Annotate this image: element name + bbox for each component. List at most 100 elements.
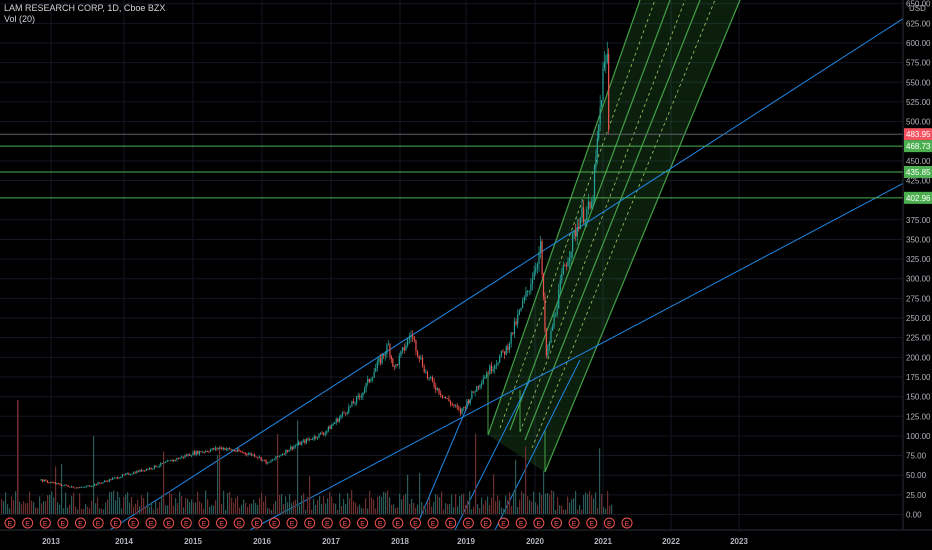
- channel-median-dashed-line[interactable]: [499, 0, 656, 429]
- candle-body: [263, 459, 266, 461]
- volume-bar: [291, 503, 293, 514]
- earnings-event-marker[interactable]: E: [251, 517, 263, 529]
- earnings-event-marker[interactable]: E: [498, 517, 510, 529]
- earnings-event-marker[interactable]: E: [568, 517, 580, 529]
- trend-line[interactable]: [109, 0, 932, 531]
- volume-bar: [69, 504, 71, 514]
- earnings-event-marker[interactable]: E: [304, 517, 316, 529]
- candle-body: [102, 482, 104, 484]
- earnings-event-marker[interactable]: E: [603, 517, 615, 529]
- volume-bar: [425, 508, 427, 514]
- earnings-event-marker[interactable]: E: [374, 517, 386, 529]
- earnings-event-marker[interactable]: E: [22, 517, 34, 529]
- candle-body: [250, 453, 253, 456]
- earnings-event-marker[interactable]: E: [586, 517, 598, 529]
- channel-line[interactable]: [524, 0, 701, 441]
- earnings-event-marker[interactable]: E: [110, 517, 122, 529]
- earnings-event-marker[interactable]: E: [339, 517, 351, 529]
- channel-median-dashed-line[interactable]: [531, 0, 716, 449]
- candle-body: [579, 217, 581, 229]
- volume-bar: [331, 496, 333, 514]
- y-tick-label: 125.00: [906, 412, 931, 421]
- earnings-event-marker[interactable]: E: [462, 517, 474, 529]
- earnings-event-circle: [39, 517, 51, 529]
- candle-body: [51, 482, 53, 483]
- volume-bar: [337, 509, 339, 514]
- earnings-event-marker[interactable]: E: [550, 517, 562, 529]
- earnings-event-marker[interactable]: E: [92, 517, 104, 529]
- price-badge[interactable]: [904, 191, 932, 204]
- earnings-event-marker[interactable]: E: [216, 517, 228, 529]
- volume-bar: [539, 492, 541, 514]
- candle-body: [446, 398, 448, 400]
- volume-bar: [161, 495, 163, 514]
- earnings-event-marker[interactable]: E: [198, 517, 210, 529]
- price-badge[interactable]: [904, 140, 932, 153]
- candle-body: [463, 407, 465, 409]
- channel-line[interactable]: [487, 0, 641, 436]
- volume-bar: [329, 492, 331, 514]
- volume-bar: [607, 491, 609, 514]
- candle-body: [310, 439, 312, 440]
- earnings-event-marker[interactable]: E: [533, 517, 545, 529]
- volume-bar: [1, 498, 3, 514]
- earnings-event-marker[interactable]: E: [4, 517, 16, 529]
- candle-body: [337, 418, 339, 422]
- earnings-event-marker[interactable]: E: [409, 517, 421, 529]
- earnings-event-letter: E: [537, 521, 542, 528]
- price-badge-label: 483.95: [906, 130, 931, 139]
- time-axis[interactable]: [0, 530, 932, 550]
- earnings-event-marker[interactable]: E: [621, 517, 633, 529]
- volume-bar: [429, 497, 431, 514]
- earnings-event-circle: [515, 517, 527, 529]
- candle-body: [348, 406, 350, 413]
- volume-bar: [495, 501, 497, 514]
- earnings-event-letter: E: [413, 521, 418, 528]
- volume-bar: [285, 496, 287, 514]
- earnings-event-marker[interactable]: E: [163, 517, 175, 529]
- price-badge[interactable]: [904, 128, 932, 141]
- candle-body: [65, 484, 68, 486]
- earnings-event-marker[interactable]: E: [427, 517, 439, 529]
- volume-bar: [387, 490, 389, 514]
- trend-line[interactable]: [249, 167, 932, 531]
- candle-body: [363, 389, 366, 393]
- earnings-event-marker[interactable]: E: [75, 517, 87, 529]
- earnings-event-marker[interactable]: E: [145, 517, 157, 529]
- earnings-event-marker[interactable]: E: [268, 517, 280, 529]
- earnings-event-marker[interactable]: E: [233, 517, 245, 529]
- earnings-event-circle: [198, 517, 210, 529]
- volume-bar: [327, 498, 329, 514]
- channel-line[interactable]: [544, 0, 741, 473]
- channel-median-dashed-line[interactable]: [519, 0, 686, 433]
- price-badge[interactable]: [904, 165, 932, 178]
- earnings-event-marker[interactable]: E: [515, 517, 527, 529]
- earnings-event-marker[interactable]: E: [392, 517, 404, 529]
- candle-body: [288, 449, 290, 452]
- channel-line[interactable]: [509, 0, 671, 431]
- volume-bar: [115, 500, 117, 514]
- candle-body: [136, 471, 138, 474]
- candle-body: [536, 264, 539, 269]
- volume-bar: [521, 491, 523, 514]
- volume-bar: [509, 492, 511, 514]
- candle-body: [46, 480, 48, 483]
- volume-bar: [511, 506, 513, 514]
- earnings-event-marker[interactable]: E: [180, 517, 192, 529]
- earnings-event-marker[interactable]: E: [127, 517, 139, 529]
- earnings-event-marker[interactable]: E: [39, 517, 51, 529]
- earnings-event-marker[interactable]: E: [357, 517, 369, 529]
- volume-bar: [557, 497, 559, 514]
- earnings-event-marker[interactable]: E: [286, 517, 298, 529]
- earnings-event-marker[interactable]: E: [480, 517, 492, 529]
- earnings-event-marker[interactable]: E: [321, 517, 333, 529]
- candle-body: [152, 468, 154, 470]
- candle-body: [153, 465, 155, 469]
- price-scale[interactable]: [903, 0, 932, 530]
- candle-body: [97, 482, 99, 485]
- earnings-event-marker[interactable]: E: [445, 517, 457, 529]
- candle-body: [291, 446, 293, 449]
- earnings-event-marker[interactable]: E: [57, 517, 69, 529]
